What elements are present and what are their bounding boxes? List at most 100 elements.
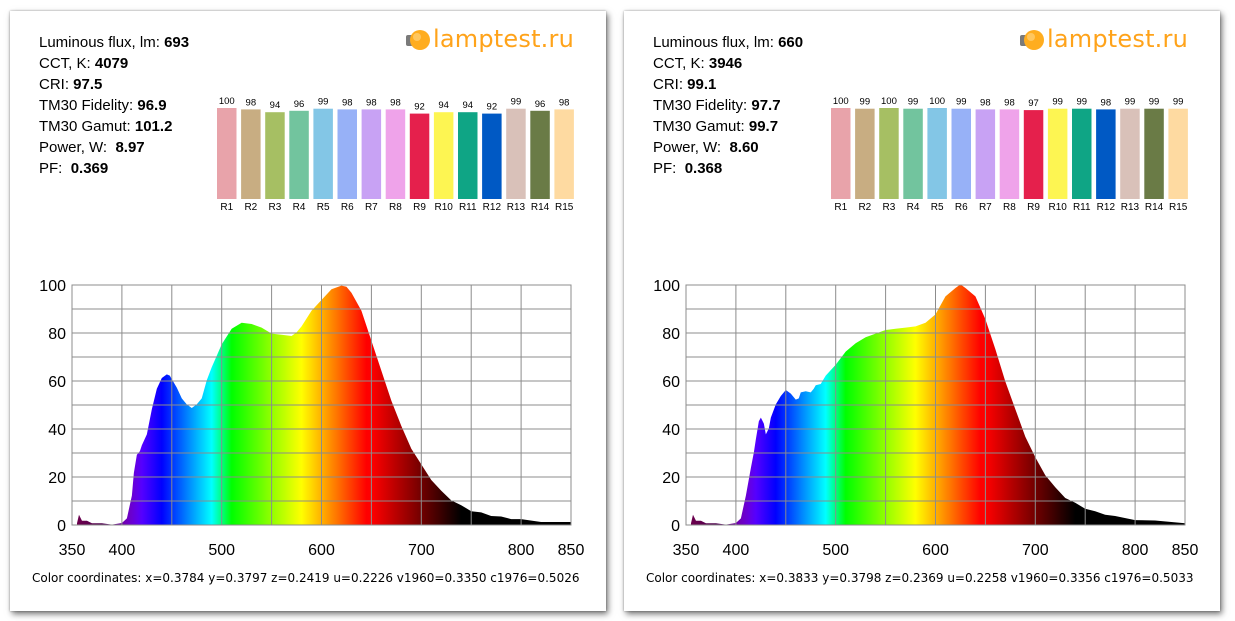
cri-value-label: 97 (1028, 98, 1039, 109)
cri-category-label: R1 (834, 202, 847, 213)
param-cri: CRI: 99.1 (653, 76, 717, 93)
cri-bar-r4 (903, 108, 923, 199)
cri-value-label: 99 (318, 97, 329, 108)
cri-value-label: 100 (929, 96, 945, 107)
cri-value-label: 94 (438, 100, 449, 111)
cri-value-label: 96 (535, 99, 546, 110)
cri-category-label: R5 (931, 202, 944, 213)
param-cct: CCT, K: 3946 (653, 55, 743, 72)
cri-value-label: 92 (414, 102, 425, 113)
cri-bar-r2 (241, 109, 261, 199)
cri-value-label: 99 (1052, 97, 1063, 108)
charts-svg: 100 R1 99 R2 100 R3 99 R4 100 R5 99 R6 98 R7 98 R8 97 R9 9… (653, 96, 1198, 559)
cri-bar-r13 (1120, 108, 1140, 199)
param-tm30-gamut: TM30 Gamut: 99.7 (653, 118, 779, 135)
cri-value-label: 98 (980, 97, 991, 108)
spectrum-frame (71, 284, 572, 526)
cri-bar-r8 (999, 109, 1020, 199)
cri-bar-chart: 100 R1 98 R2 94 R3 96 R4 99 R5 98 R6 98 R7 98 R8 92 R9 94 R… (217, 96, 574, 213)
x-tick-label: 350 (59, 542, 86, 559)
cri-value-label: 98 (1101, 97, 1112, 108)
cri-bar-r8 (385, 109, 406, 199)
x-tick-label: 850 (558, 542, 585, 559)
parameters-list: Luminous flux, lm: 693 CCT, K: 4079 CRI:… (39, 32, 189, 179)
cri-bar-r2 (855, 108, 875, 199)
cri-value-label: 99 (956, 97, 967, 108)
cri-value-label: 99 (1076, 97, 1087, 108)
param-luminous-flux: Luminous flux, lm: 660 (653, 34, 804, 51)
y-tick-label: 60 (48, 374, 66, 391)
param-pf: PF: 0.368 (653, 160, 723, 177)
param-tm30-fidelity: TM30 Fidelity: 96.9 (39, 97, 167, 114)
cri-value-label: 99 (1125, 97, 1136, 108)
x-tick-label: 700 (408, 542, 435, 559)
x-tick-label: 800 (508, 542, 535, 559)
x-tick-label: 850 (1172, 542, 1199, 559)
cri-bar-r5 (927, 108, 947, 199)
cri-category-label: R6 (955, 202, 968, 213)
cri-bar-r4 (289, 110, 309, 199)
cri-bar-r1 (831, 108, 851, 199)
cri-bar-r3 (879, 108, 899, 199)
param-power: Power, W: 8.97 (39, 139, 145, 156)
param-tm30-gamut: TM30 Gamut: 101.2 (39, 118, 173, 135)
x-tick-label: 800 (1122, 542, 1149, 559)
cri-category-label: R10 (434, 202, 453, 213)
y-tick-label: 0 (57, 518, 66, 535)
cri-value-label: 99 (1173, 97, 1184, 108)
cri-category-label: R11 (1073, 202, 1091, 213)
bulb-icon (1020, 30, 1044, 50)
logo-text: lamptest.ru (433, 25, 574, 53)
cri-bar-r15 (554, 109, 574, 199)
color-coordinates: Color coordinates: x=0.3784 y=0.3797 z=0… (32, 571, 580, 585)
cri-bar-r11 (458, 112, 478, 199)
param-power: Power, W: 8.60 (653, 139, 759, 156)
cri-category-label: R15 (555, 202, 574, 213)
cri-category-label: R11 (459, 202, 477, 213)
right-measurement-card: Luminous flux, lm: 660 CCT, K: 3946 CRI:… (624, 11, 1220, 611)
cri-bar-r9 (1023, 110, 1044, 199)
cri-category-label: R9 (1027, 202, 1040, 213)
y-tick-label: 100 (39, 278, 66, 295)
cri-value-label: 100 (219, 96, 235, 107)
param-tm30-fidelity: TM30 Fidelity: 97.7 (653, 97, 781, 114)
spectrum-frame (685, 284, 1186, 526)
cri-value-label: 98 (1004, 97, 1015, 108)
cri-bar-r12 (1096, 109, 1116, 199)
cri-category-label: R15 (1169, 202, 1188, 213)
x-tick-label: 500 (208, 542, 235, 559)
cri-bar-r14 (530, 110, 550, 199)
y-tick-label: 20 (662, 470, 680, 487)
cri-category-label: R12 (483, 202, 502, 213)
cri-value-label: 94 (462, 100, 473, 111)
cri-bar-r1 (217, 108, 237, 199)
y-tick-label: 100 (653, 278, 680, 295)
cri-bar-r6 (951, 108, 971, 199)
param-cri: CRI: 97.5 (39, 76, 103, 93)
cri-category-label: R8 (389, 202, 402, 213)
cri-category-label: R5 (317, 202, 330, 213)
cri-value-label: 98 (246, 97, 257, 108)
cri-value-label: 99 (1149, 97, 1160, 108)
x-tick-label: 700 (1022, 542, 1049, 559)
cri-category-label: R13 (507, 202, 526, 213)
cri-category-label: R8 (1003, 202, 1016, 213)
cri-bar-r13 (506, 108, 526, 199)
cri-category-label: R7 (365, 202, 378, 213)
cri-value-label: 98 (342, 97, 353, 108)
cri-bar-r11 (1072, 108, 1092, 199)
cri-value-label: 94 (270, 100, 281, 111)
cri-bar-r6 (337, 109, 357, 199)
param-cct: CCT, K: 4079 (39, 55, 129, 72)
cri-bar-r7 (975, 109, 996, 199)
cri-bar-r10 (1047, 108, 1068, 199)
y-tick-label: 20 (48, 470, 66, 487)
spectrum-chart: 0 20 40 60 80 100 350 400 500 600 700 800 850 (653, 278, 1198, 559)
cri-category-label: R14 (1145, 202, 1164, 213)
x-tick-label: 600 (308, 542, 335, 559)
cri-category-label: R9 (413, 202, 426, 213)
y-tick-label: 40 (48, 422, 66, 439)
cri-bar-r14 (1144, 108, 1164, 199)
x-tick-label: 350 (673, 542, 700, 559)
cri-value-label: 100 (833, 96, 849, 107)
